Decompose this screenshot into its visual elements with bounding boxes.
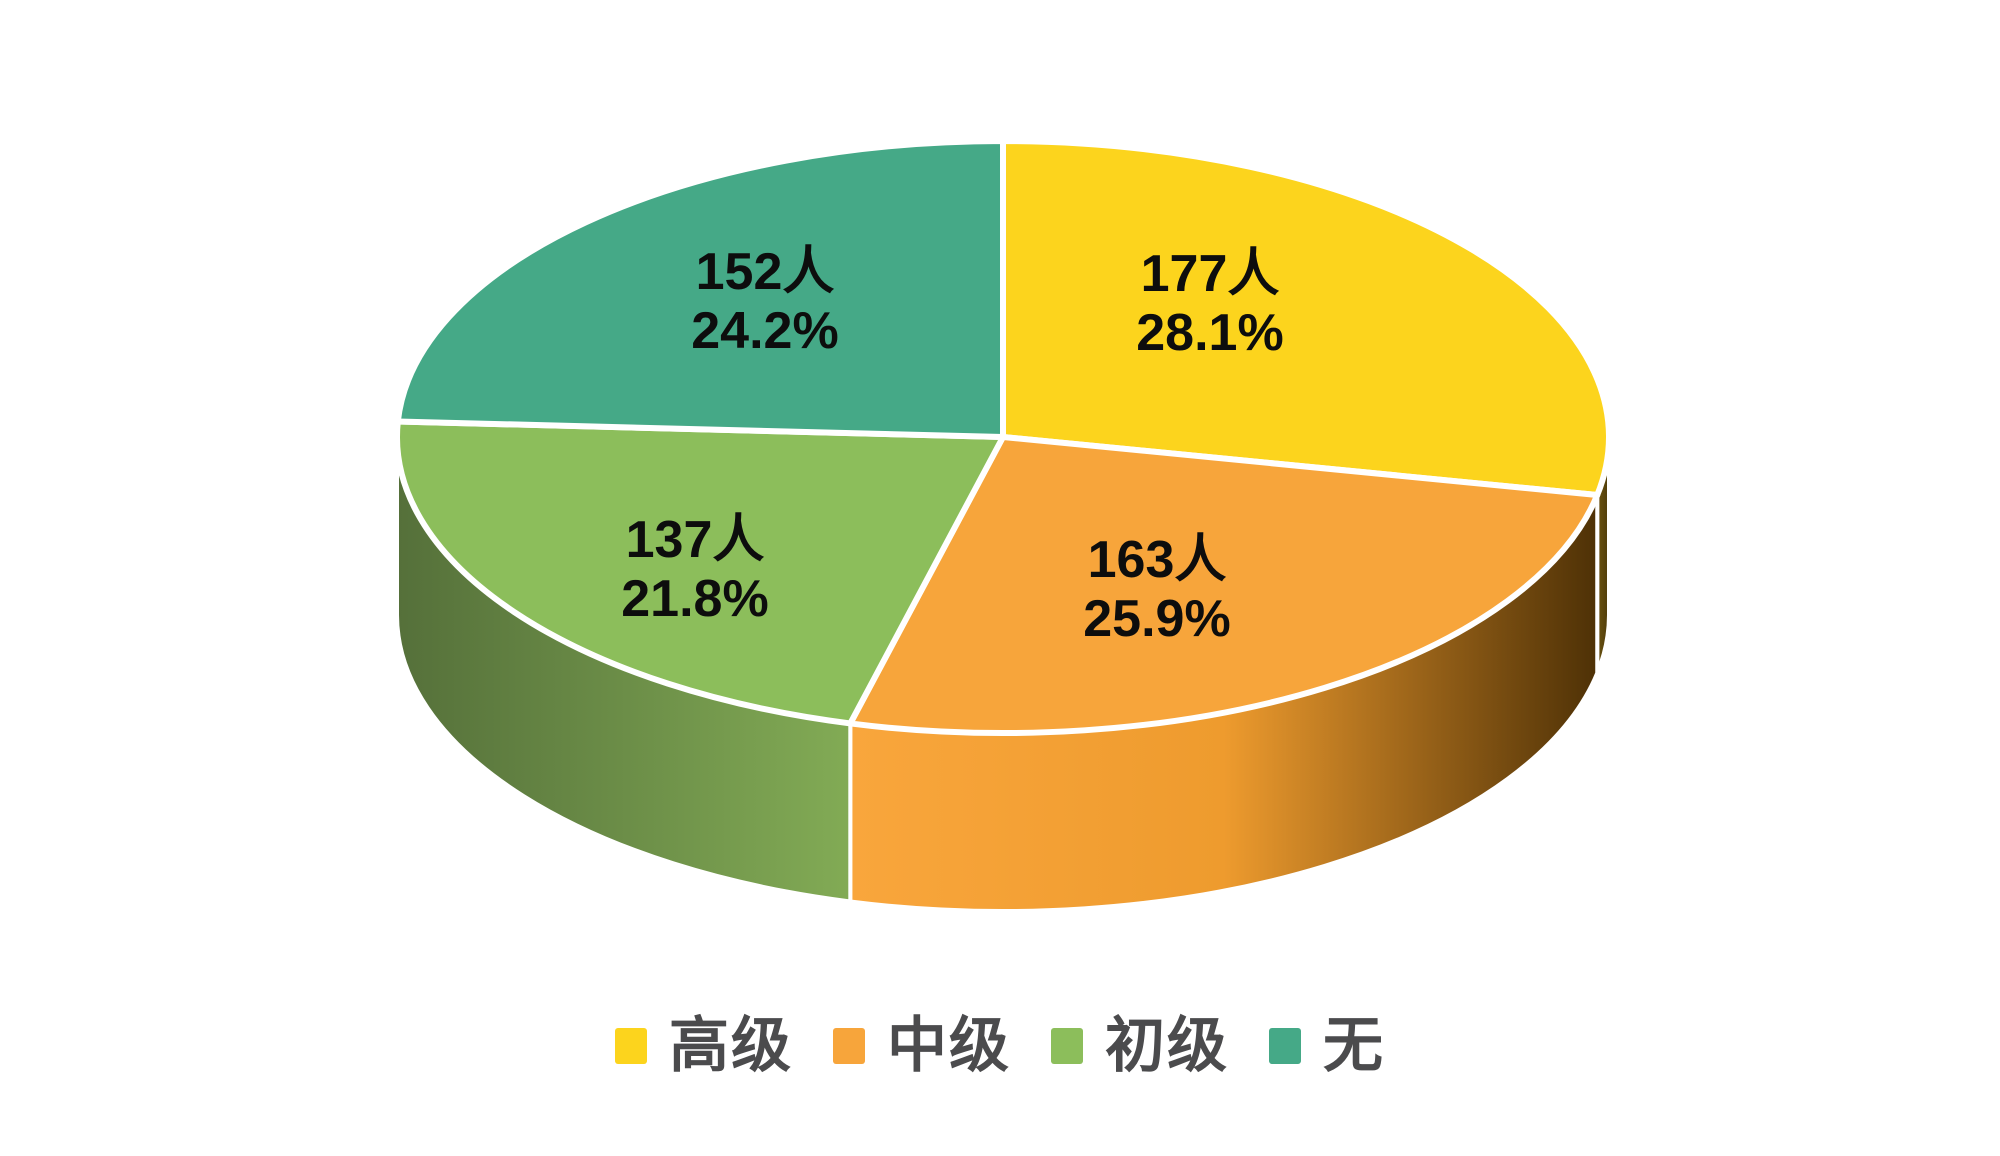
legend-item-1[interactable]: 中级 [833, 1016, 1011, 1076]
slice-label-value: 177人 [1141, 245, 1280, 303]
slice-label-value: 163人 [1088, 531, 1227, 589]
legend-color-marker [1051, 1028, 1083, 1064]
pie-slice-1 [847, 434, 1601, 736]
slice-label-percent: 25.9% [1083, 590, 1230, 648]
legend-color-marker [833, 1028, 865, 1064]
slice-label-value: 137人 [626, 511, 765, 569]
slice-label-value: 152人 [696, 243, 835, 301]
pie-slice-3 [394, 138, 1006, 440]
legend-color-marker [615, 1028, 647, 1064]
legend-item-3[interactable]: 无 [1269, 1016, 1385, 1076]
slice-label-percent: 21.8% [621, 570, 768, 628]
slice-label-percent: 24.2% [691, 302, 838, 360]
legend-label: 初级 [1105, 1012, 1229, 1079]
legend-item-2[interactable]: 初级 [1051, 1016, 1229, 1076]
slice-label-percent: 28.1% [1136, 304, 1283, 362]
pie-slice-0 [1000, 138, 1612, 499]
legend-item-0[interactable]: 高级 [615, 1016, 793, 1076]
legend-color-marker [1269, 1028, 1301, 1064]
pie-slice-2 [394, 418, 1006, 727]
chart-legend: 高级 中级 初级无 [0, 1008, 2000, 1084]
legend-label: 无 [1323, 1012, 1385, 1079]
legend-label: 高级 [669, 1012, 793, 1079]
legend-label: 中级 [887, 1012, 1011, 1079]
